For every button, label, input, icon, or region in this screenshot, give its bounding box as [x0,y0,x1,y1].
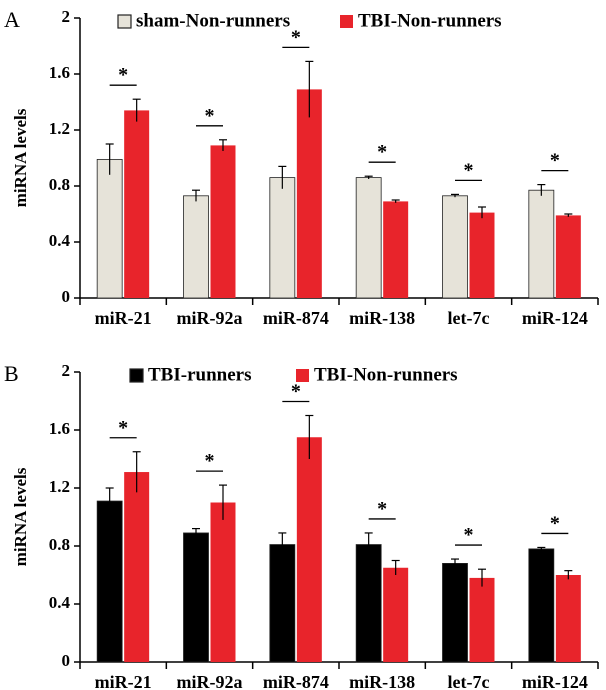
bar [355,544,382,663]
legend-label: sham-Non-runners [136,10,290,31]
bar [210,502,236,662]
bar [296,89,322,299]
bar [296,437,322,662]
legend-label: TBI-Non-runners [314,364,458,385]
significance-star: * [377,141,387,163]
y-tick-label: 1.6 [49,63,70,82]
x-tick-label: miR-21 [95,308,152,328]
y-tick-label: 1.2 [49,477,70,496]
y-tick-label: 0.4 [49,593,71,612]
bar [383,201,409,298]
bar [555,215,581,298]
significance-star: * [464,524,474,546]
y-axis-label: miRNA levels [11,467,30,566]
bar [555,575,581,662]
x-tick-label: miR-92a [177,672,243,690]
x-tick-label: miR-124 [522,308,588,328]
panel-letter: B [4,361,19,386]
y-tick-label: 0 [62,651,71,670]
y-tick-label: 1.2 [49,119,70,138]
x-tick-label: miR-874 [263,308,329,328]
significance-star: * [377,498,387,520]
bar [528,189,555,299]
bar [442,563,468,663]
x-tick-label: let-7c [448,672,490,690]
significance-star: * [550,512,560,534]
bar [124,110,150,299]
y-tick-label: 0.8 [49,175,70,194]
legend-swatch [340,15,353,28]
significance-star: * [291,381,301,403]
panel-letter: A [4,7,20,32]
x-tick-label: miR-138 [349,672,415,690]
x-tick-label: miR-138 [349,308,415,328]
x-tick-label: miR-124 [522,672,588,690]
legend-swatch [117,14,132,29]
significance-star: * [464,159,474,181]
x-tick-label: miR-874 [263,672,329,690]
legend-label: TBI-Non-runners [358,10,502,31]
bar [355,177,382,299]
bar [183,532,209,663]
x-tick-label: miR-21 [95,672,152,690]
significance-star: * [118,64,128,86]
significance-star: * [118,417,128,439]
bar [383,567,409,662]
significance-star: * [205,105,215,127]
bar [124,472,150,662]
significance-star: * [291,26,301,48]
bar [442,195,468,299]
bar [269,177,296,299]
x-tick-label: miR-92a [177,308,243,328]
bar [469,577,495,662]
y-tick-label: 2 [62,7,71,26]
x-tick-label: let-7c [448,308,490,328]
y-tick-label: 1.6 [49,419,70,438]
bar [528,548,555,663]
y-axis-label: miRNA levels [11,108,30,207]
bar [96,500,123,663]
y-tick-label: 0 [62,287,71,306]
y-tick-label: 2 [62,361,71,380]
bar [469,212,495,298]
legend-swatch [129,368,144,383]
y-tick-label: 0.8 [49,535,70,554]
y-tick-label: 0.4 [49,231,71,250]
bar [96,158,123,299]
legend-label: TBI-runners [148,364,251,385]
significance-star: * [205,450,215,472]
legend-swatch [296,369,309,382]
bar [183,195,209,299]
bar [269,544,296,663]
significance-star: * [550,150,560,172]
bar [210,145,236,298]
